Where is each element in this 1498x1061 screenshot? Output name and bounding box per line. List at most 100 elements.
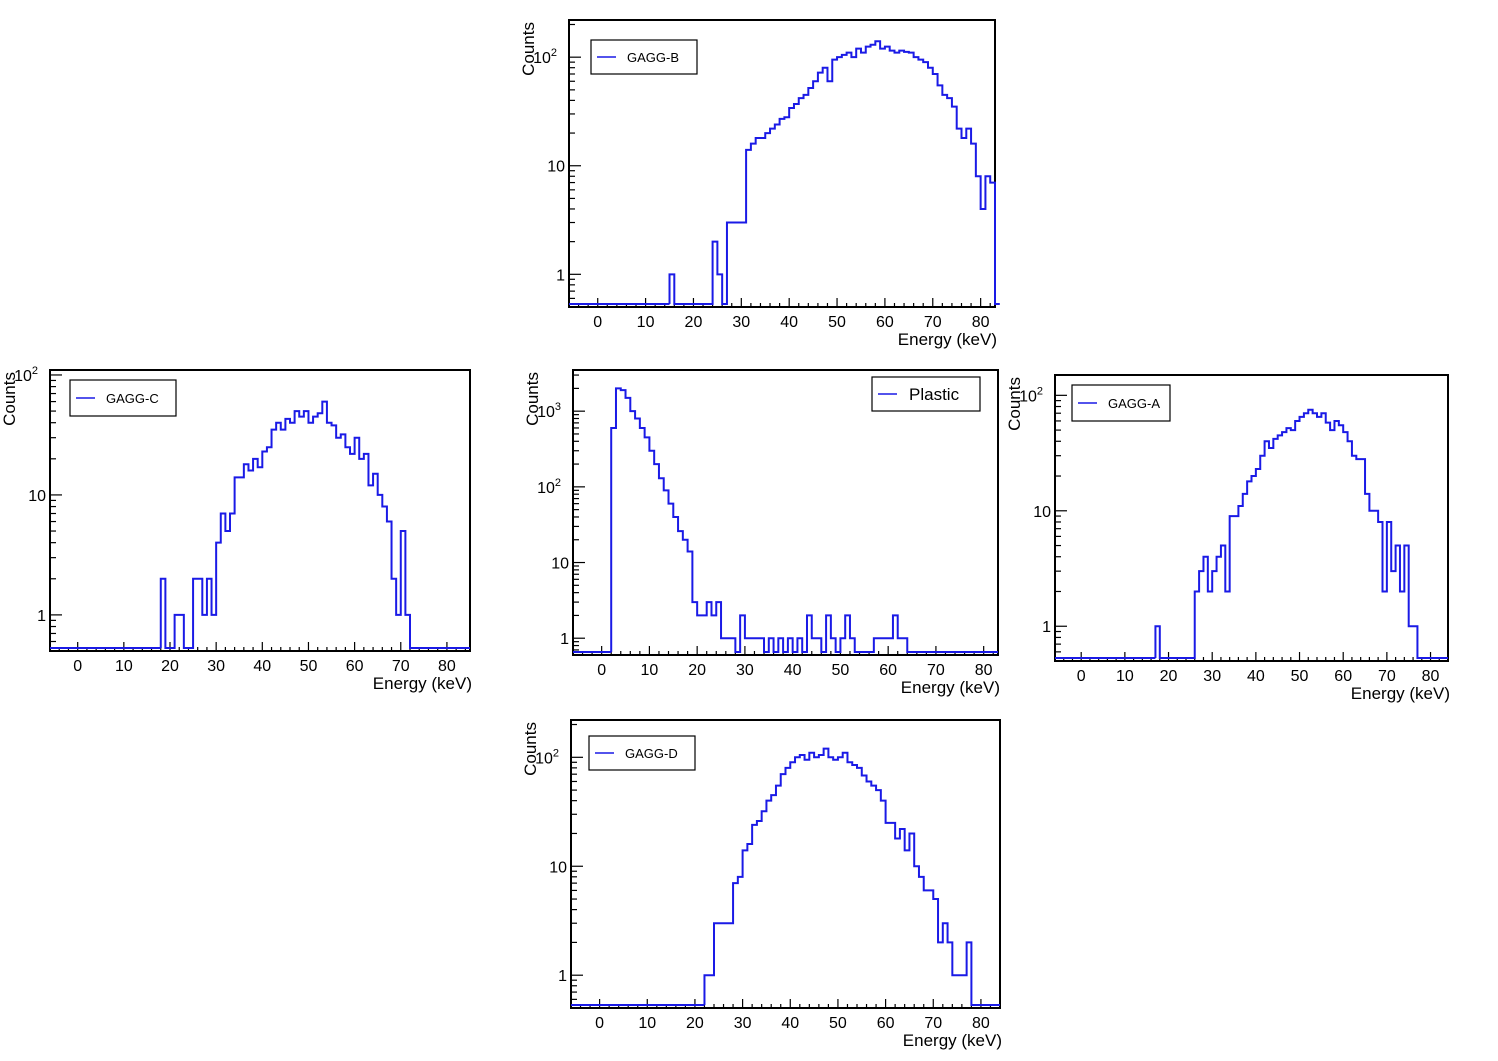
histogram-bin <box>938 85 943 304</box>
legend: GAGG-B <box>590 39 698 75</box>
x-tick-label: 80 <box>438 658 456 675</box>
histogram-bin <box>683 540 688 652</box>
histogram-bin <box>221 514 226 648</box>
histogram-bin <box>202 615 207 648</box>
histogram-bin <box>239 477 244 648</box>
x-tick-label: 30 <box>207 658 225 675</box>
histogram-bin <box>1339 425 1343 658</box>
histogram-bin <box>738 877 743 1005</box>
histogram-bin <box>819 755 824 1005</box>
histogram-bin <box>827 81 832 304</box>
x-tick-label: 40 <box>253 658 271 675</box>
histogram-bin <box>368 485 373 648</box>
histogram-bin <box>905 850 910 1005</box>
histogram-bin <box>728 923 733 1005</box>
histogram-bin <box>765 133 770 304</box>
x-tick-label: 30 <box>736 662 754 679</box>
histogram-bin <box>678 531 683 652</box>
histogram-bin <box>731 638 736 652</box>
x-tick-label: 10 <box>1116 668 1134 685</box>
histogram-bin <box>928 68 933 304</box>
histogram-bin <box>630 411 635 652</box>
histogram-bin <box>769 638 774 652</box>
histogram-bin <box>843 753 848 1005</box>
y-tick-label: 10 <box>1033 504 1051 521</box>
x-tick-label: 0 <box>1077 668 1086 685</box>
histogram-bin <box>392 579 397 648</box>
histogram-bin <box>952 107 957 304</box>
histogram-bin <box>1286 428 1290 658</box>
histogram-bin <box>933 899 938 1005</box>
histogram-bin <box>664 490 669 652</box>
histogram-bin <box>750 638 755 652</box>
histogram-bin <box>332 425 337 648</box>
histogram-bin <box>1396 546 1400 658</box>
y-tick-label: 1 <box>556 267 565 284</box>
x-tick-label: 20 <box>686 1015 704 1032</box>
x-tick-label: 30 <box>732 314 750 331</box>
histogram-bin <box>364 454 369 648</box>
histogram-bin <box>733 883 738 1005</box>
histogram-bin <box>1343 432 1347 658</box>
histogram-bin <box>649 451 654 652</box>
histogram-bin <box>862 776 867 1005</box>
histogram-bin <box>823 68 828 304</box>
histogram-bin <box>719 923 724 1005</box>
histogram-bin <box>881 801 886 1005</box>
histogram-bin <box>350 454 355 648</box>
histogram-bin <box>1256 469 1260 658</box>
x-tick-label: 40 <box>1247 668 1265 685</box>
chart-panel-gagg-b: 0 10 20 30 40 50 60 70 80 1 10 102 Energy (keV) Count… <box>511 0 1051 352</box>
histogram-bin <box>797 638 802 652</box>
plot-frame <box>572 369 999 656</box>
x-tick-label: 60 <box>346 658 364 675</box>
histogram-bin <box>766 801 771 1005</box>
histogram-bin <box>1352 456 1356 658</box>
histogram-bin <box>1378 522 1382 658</box>
histogram-bin <box>947 98 952 304</box>
x-tick-label: 50 <box>1291 668 1309 685</box>
histogram-bin <box>359 459 364 648</box>
histogram-bin <box>938 942 943 1005</box>
x-tick-label: 20 <box>685 314 703 331</box>
histogram-bin <box>1260 456 1264 658</box>
histogram-bin <box>795 757 800 1005</box>
x-tick-label: 70 <box>927 662 945 679</box>
histogram-bin <box>1247 481 1251 658</box>
histogram-bin <box>1278 435 1282 658</box>
histogram-bin <box>847 762 852 1005</box>
histogram-bin <box>942 95 947 304</box>
histogram-bin <box>1313 413 1317 658</box>
histogram-bin <box>799 98 804 304</box>
histogram-bin <box>861 53 866 304</box>
histogram-bin <box>876 790 881 1005</box>
histogram-bin <box>776 786 781 1005</box>
x-tick-label: 70 <box>924 314 942 331</box>
x-tick-label: 50 <box>829 1015 847 1032</box>
histogram-bin <box>1387 522 1391 658</box>
histogram-bin <box>856 49 861 304</box>
histogram-bin <box>1321 413 1325 658</box>
histogram-bin <box>304 411 309 648</box>
histogram-bin <box>262 452 267 648</box>
histogram-bin <box>713 242 718 304</box>
histogram-bin <box>760 138 765 304</box>
histogram-bin <box>845 615 850 652</box>
histogram-bin <box>230 514 235 648</box>
histogram-bin <box>833 760 838 1005</box>
chart-panel-gagg-d: 0 10 20 30 40 50 60 70 80 1 10 102 Energy (keV) Count… <box>513 716 1049 1061</box>
histogram-bin <box>786 768 791 1005</box>
histogram-bin <box>1413 626 1417 658</box>
histogram-bin <box>879 638 884 652</box>
histogram-bin <box>813 81 818 304</box>
histogram-bin <box>1208 591 1212 658</box>
histogram-bin <box>757 821 762 1005</box>
histogram-bin <box>248 470 253 648</box>
histogram-bin <box>626 398 631 652</box>
histogram-bin <box>378 495 383 648</box>
histogram-bin <box>640 428 645 652</box>
histogram-bin <box>966 129 971 304</box>
histogram-bin <box>875 41 880 304</box>
histogram-bin <box>1326 423 1330 658</box>
histogram-bin <box>175 615 180 648</box>
